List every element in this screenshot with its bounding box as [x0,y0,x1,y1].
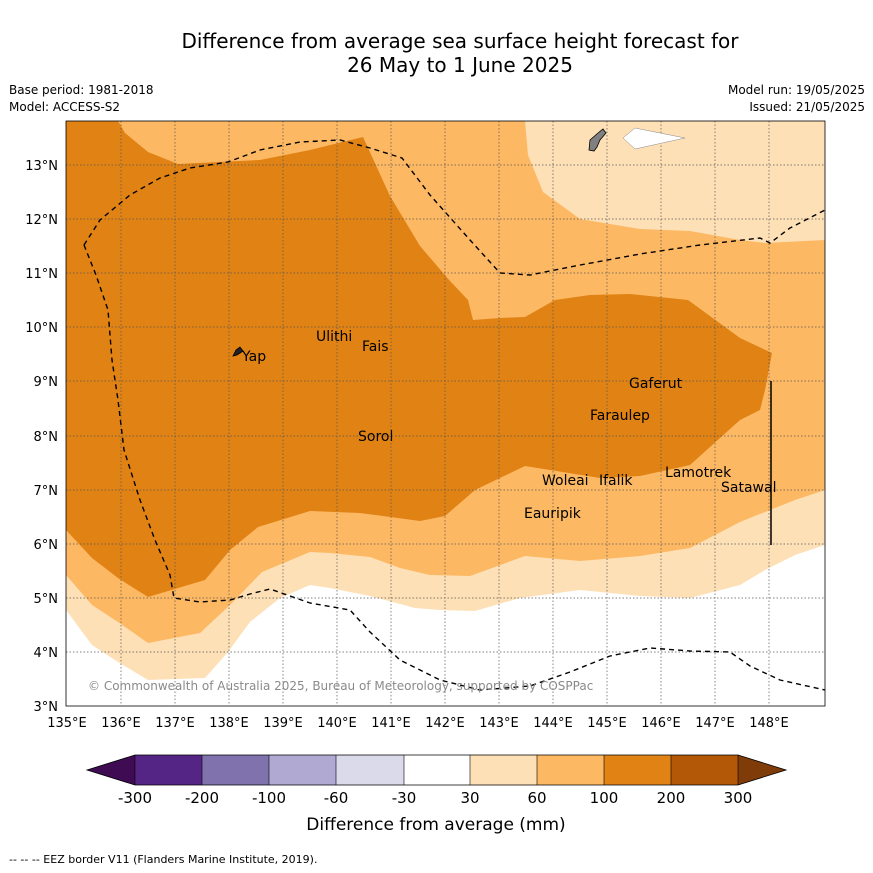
place-lamotrek: Lamotrek [665,465,732,481]
lon-tick: 144°E [533,716,573,731]
place-sorol: Sorol [358,429,393,445]
colorbar-tick: -100 [252,789,286,807]
place-eauripik: Eauripik [524,506,582,522]
colorbar-tick: 300 [724,789,753,807]
colorbar-tick: -300 [118,789,152,807]
lon-tick: 140°E [317,716,357,731]
place-faraulep: Faraulep [590,408,650,424]
model-run: Model run: 19/05/2025 [727,83,865,97]
lat-tick: 13°N [25,159,58,174]
lat-tick: 11°N [25,267,58,282]
lon-tick: 136°E [101,716,141,731]
place-labels: Yap Ulithi Fais Sorol Gaferut Faraulep L… [241,329,776,522]
lon-tick: 139°E [263,716,303,731]
lon-tick: 147°E [695,716,735,731]
colorbar-segment [404,755,470,785]
colorbar-segment [671,755,738,785]
colorbar-ticks: -300 -200 -100 -60 -30 30 60 100 200 300 [118,789,752,807]
map-frame [65,120,826,707]
yap-island [232,346,244,357]
guam-island [588,128,607,152]
issued-date: Issued: 21/05/2025 [749,100,865,114]
lat-tick: 5°N [34,592,59,607]
colorbar-segment [604,755,671,785]
model-name: Model: ACCESS-S2 [9,100,121,114]
place-ifalik: Ifalik [599,473,633,489]
lat-tick: 8°N [34,430,59,445]
lon-tick: 137°E [155,716,195,731]
lat-tick: 4°N [34,646,59,661]
eez-border [83,139,825,691]
colorbar-segment [336,755,404,785]
lon-tick-labels: 135°E 136°E 137°E 138°E 139°E 140°E 141°… [47,716,789,731]
lat-tick: 12°N [25,213,58,228]
lon-tick: 148°E [749,716,789,731]
base-period: Base period: 1981-2018 [9,83,154,97]
colorbar-tick: 30 [460,789,479,807]
colorbar-tick: -30 [392,789,417,807]
place-woleai: Woleai [542,473,589,489]
lon-tick: 143°E [479,716,519,731]
lat-tick: 3°N [34,700,59,715]
lat-tick: 7°N [34,484,59,499]
place-fais: Fais [362,339,389,355]
lon-tick: 138°E [209,716,249,731]
colorbar-segment [537,755,604,785]
colorbar-segment [202,755,269,785]
map-title-line1: Difference from average sea surface heig… [181,29,739,53]
meta-right: Model run: 19/05/2025 Issued: 21/05/2025 [728,82,865,116]
lon-tick: 146°E [641,716,681,731]
colorbar-segment [269,755,336,785]
copyright-notice: © Commonwealth of Australia 2025, Bureau… [88,679,593,693]
colorbar-segment [135,755,202,785]
colorbar-segment [470,755,537,785]
lat-tick-labels: 13°N 12°N 11°N 10°N 9°N 8°N 7°N 6°N 5°N … [25,159,58,715]
place-gaferut: Gaferut [629,376,683,392]
colorbar-tick: 100 [590,789,619,807]
colorbar-dividers [134,755,739,785]
contour-fill [66,121,825,706]
map-title-line2: 26 May to 1 June 2025 [347,53,573,77]
colorbar-tick: 200 [657,789,686,807]
colorbar: -300 -200 -100 -60 -30 30 60 100 200 300… [85,754,788,835]
graticule [66,121,825,706]
place-yap: Yap [241,349,266,365]
band-100-200 [66,121,772,597]
lon-tick: 142°E [425,716,465,731]
lat-tick: 6°N [34,538,59,553]
colorbar-tick: 60 [527,789,546,807]
place-ulithi: Ulithi [316,329,352,345]
meta-left: Base period: 1981-2018 Model: ACCESS-S2 [9,82,154,116]
place-satawal: Satawal [721,480,776,496]
lat-tick: 10°N [25,321,58,336]
eez-footnote: -- -- -- EEZ border V11 (Flanders Marine… [9,853,318,866]
lon-tick: 135°E [47,716,87,731]
lon-tick: 141°E [371,716,411,731]
lon-tick: 145°E [587,716,627,731]
colorbar-extend-low [87,755,135,785]
colorbar-label: Difference from average (mm) [306,815,565,835]
lat-tick: 9°N [34,375,59,390]
colorbar-tick: -200 [185,789,219,807]
white-patch [622,127,686,150]
colorbar-tick: -60 [324,789,349,807]
colorbar-extend-high [738,755,786,785]
